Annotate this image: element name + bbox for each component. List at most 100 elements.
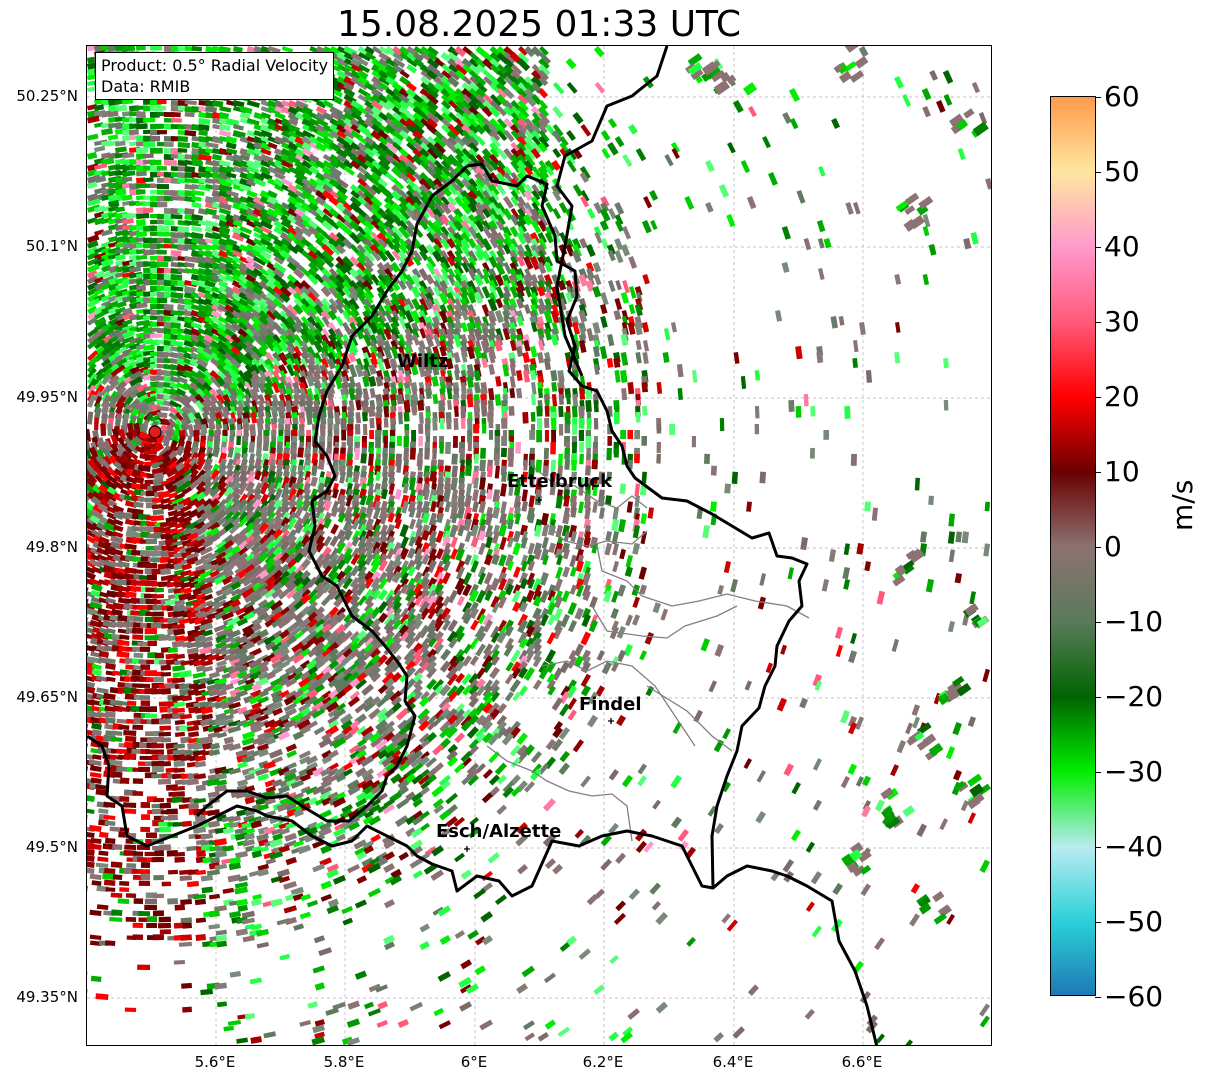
echo-cell [424,447,431,460]
echo-cell [399,117,410,128]
echo-cell [943,94,953,106]
echo-cell [961,531,970,544]
echo-cell [627,430,634,440]
echo-cell [524,130,535,141]
echo-cell [705,159,715,173]
echo-cell [592,322,601,334]
echo-cell [544,430,550,442]
echo-cell [523,94,537,108]
echo-cell [452,435,458,448]
echo-cell [362,424,368,436]
echo-cell [536,418,543,430]
echo-cell [364,105,376,116]
echo-cell [508,453,514,467]
echo-cell [614,201,625,216]
echo-cell [894,352,901,364]
echo-cell [451,465,458,478]
radar-map[interactable]: Product: 0.5° Radial Velocity Data: RMIB… [86,45,992,1046]
echo-cell [455,100,466,110]
echo-cell [510,64,523,76]
echo-cell [489,135,501,148]
echo-cell [260,136,271,144]
echo-cell [552,106,564,119]
echo-cell [859,322,866,336]
echo-cell [239,118,254,126]
echo-cell [107,110,119,118]
echo-cell [232,123,244,131]
echo-cell [577,501,584,514]
echo-cell [211,446,220,458]
echo-cell [343,88,356,98]
echo-cell [219,46,231,54]
echo-cell [551,418,557,431]
echo-cell [267,100,279,109]
echo-cell [280,118,292,127]
echo-cell [928,495,934,506]
echo-cell [434,70,445,80]
echo-cell [620,351,629,366]
echo-cell [122,98,134,105]
echo-cell [641,435,647,446]
echo-cell [163,304,174,311]
echo-cell [612,543,619,556]
echo-cell [464,494,473,508]
echo-cell [552,208,562,220]
echo-cell [391,130,405,142]
echo-cell [87,62,97,70]
echo-cell [198,118,211,126]
echo-cell [232,100,245,108]
echo-cell [253,130,267,139]
echo-cell [515,441,522,454]
echo-cell [413,52,424,62]
echo-cell [488,105,501,118]
echo-cell [377,63,389,74]
echo-cell [557,453,563,467]
echo-cell [406,81,417,92]
echo-cell [225,118,240,127]
echo-cell [628,123,638,135]
echo-cell [524,124,535,135]
echo-cell [971,82,981,94]
echo-cell [607,435,612,446]
echo-cell [448,100,459,111]
echo-cell [635,340,642,351]
echo-cell [517,46,528,56]
echo-cell [447,46,460,58]
echo-cell [488,418,494,429]
echo-cell [621,388,628,401]
echo-cell [399,524,410,538]
echo-cell [184,130,197,137]
echo-cell [538,70,549,81]
echo-cell [702,525,710,539]
echo-cell [156,183,169,190]
echo-cell [634,453,640,464]
echo-cell [530,412,536,422]
echo-cell [267,123,280,133]
echo-cell [551,430,557,443]
echo-cell [641,382,649,393]
echo-cell [614,369,621,383]
echo-cell [496,87,508,99]
echo-cell [565,58,577,70]
echo-cell [656,423,662,434]
echo-cell [156,249,167,255]
echo-cell [710,501,718,512]
echo-cell [818,267,825,280]
echo-cell [541,524,550,537]
echo-cell [501,418,508,429]
echo-cell [281,46,294,54]
echo-cell [823,238,832,249]
echo-cell [441,69,453,80]
echo-cell [818,165,826,177]
echo-cell [500,501,508,514]
echo-cell [499,536,508,551]
echo-cell [405,112,417,122]
echo-cell [571,441,577,454]
echo-cell [607,334,615,347]
echo-cell [488,130,501,143]
echo-cell [432,447,438,460]
echo-cell [853,202,861,215]
echo-cell [378,99,392,111]
echo-cell [156,297,168,304]
echo-cell [746,501,752,512]
